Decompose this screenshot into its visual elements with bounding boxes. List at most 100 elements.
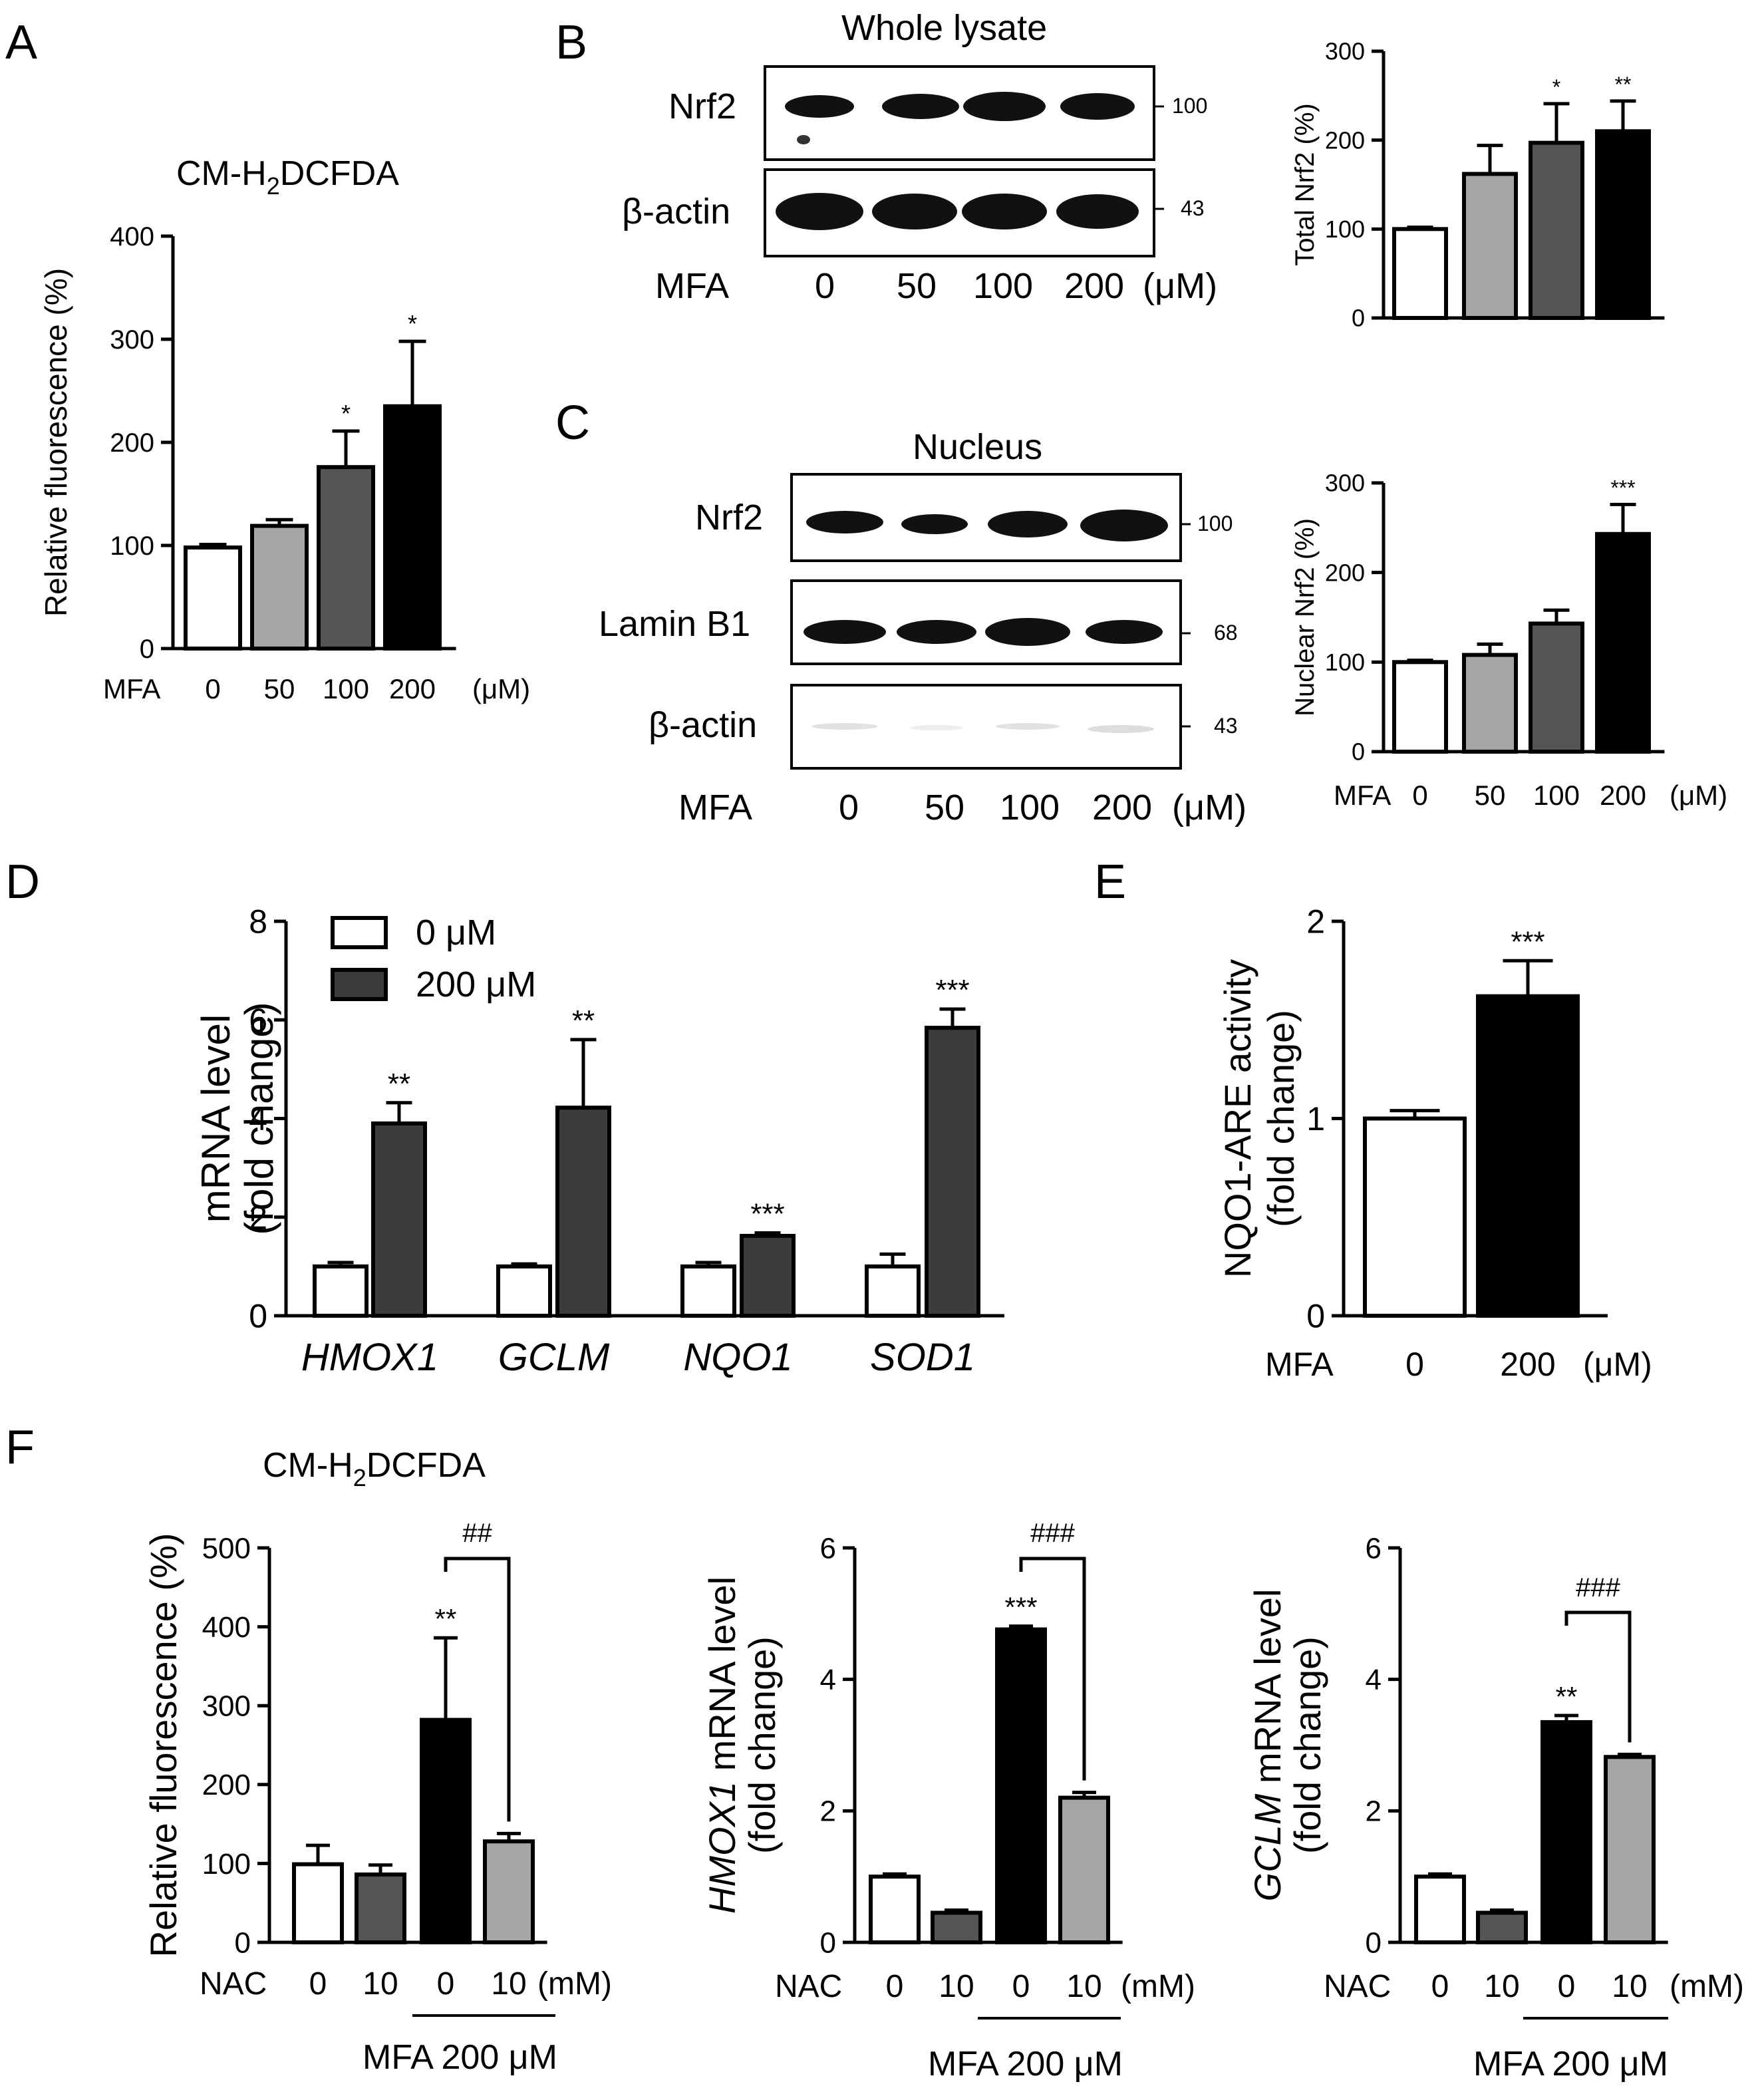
- bracket-label: ##: [462, 1519, 492, 1548]
- bar-2-significance: **: [1556, 1681, 1578, 1712]
- panel-a-title-sub: 2: [267, 172, 280, 200]
- bar-gclm-1: [555, 1106, 611, 1318]
- blot-c-lamin-band-1: [804, 620, 886, 644]
- y-axis-label-italic: GCLM: [1246, 1793, 1288, 1901]
- blot-b-actin-band-3: [962, 194, 1047, 229]
- y-tick-label: 2: [1366, 1795, 1382, 1828]
- y-tick-label: 2: [820, 1795, 836, 1828]
- y-tick-label: 6: [249, 1002, 267, 1039]
- blot-c-actin-band-4: [1088, 725, 1154, 733]
- bar-sod1-1: [925, 1026, 980, 1318]
- blot-b-actin-band-2: [872, 194, 957, 229]
- y-tick-label: 0: [1306, 1298, 1325, 1335]
- blot-b-row-nrf2: Nrf2: [668, 86, 736, 126]
- y-axis-label-line2: (fold change): [1286, 1636, 1328, 1854]
- bar-sod1-0: [865, 1264, 921, 1318]
- bar-0: [1414, 1875, 1466, 1945]
- bar-hmox1-1: [371, 1121, 427, 1318]
- y-tick-label: 200: [1325, 126, 1365, 154]
- x-tick-label: 0: [1405, 1346, 1424, 1383]
- x-tick-label: 10: [1612, 1969, 1647, 2004]
- bar-0: [1363, 1116, 1467, 1318]
- blot-c-lane-0: 0: [839, 788, 859, 827]
- y-tick-label: 4: [249, 1100, 267, 1137]
- y-axis-label: Total Nrf2 (%): [1290, 103, 1320, 266]
- x-tick-label: SOD1: [870, 1336, 975, 1379]
- panel-letter-d: D: [5, 855, 40, 909]
- blot-c-nrf2-box: [790, 473, 1182, 562]
- blot-c-lamin-band-4: [1086, 620, 1163, 644]
- blot-b-actin-band-4: [1056, 194, 1139, 229]
- y-tick-label: 100: [1325, 216, 1365, 243]
- y-tick-label: 300: [1325, 470, 1365, 497]
- x-tick-label: 100: [1533, 780, 1580, 811]
- blot-c-marker-68: 68: [1214, 621, 1238, 645]
- panel-a-title-post: DCFDA: [280, 154, 399, 193]
- blot-c-nrf2-band-4: [1080, 510, 1168, 541]
- blot-b-lane-100: 100: [973, 266, 1033, 306]
- y-tick-label: 4: [820, 1664, 836, 1696]
- legend-label-200um: 200 μM: [416, 965, 536, 1004]
- panel-e-mfa-label: MFA: [1265, 1346, 1334, 1383]
- chart-e: 0 1 2 NQO1-ARE activity (fold change) 0 *** 200: [1217, 903, 1608, 1383]
- y-axis-label: GCLM mRNA level: [1246, 1589, 1288, 1902]
- blot-b-title: Whole lysate: [841, 8, 1047, 48]
- bar-1: [931, 1910, 982, 1944]
- panel-f3-unit: (mM): [1670, 1969, 1744, 2004]
- legend-swatch-200um: [331, 968, 388, 1001]
- blot-b-row-actin: β-actin: [622, 192, 730, 231]
- chart-a: 0 100 200 300 400 Relative fluorescence (%) 0 5…: [39, 222, 456, 704]
- blot-c-lane-200: 200: [1092, 788, 1152, 827]
- bar-0: [1392, 660, 1448, 754]
- bar-hmox1-1-significance: **: [388, 1068, 410, 1100]
- blot-c-lamin-band-3: [985, 618, 1070, 646]
- x-tick-label: 100: [323, 673, 369, 704]
- bar-1: [355, 1873, 406, 1944]
- blot-c-unit: (μM): [1172, 788, 1246, 827]
- blot-b-unit: (μM): [1143, 266, 1217, 306]
- bar-1: [1476, 1910, 1528, 1944]
- bar-2: [1540, 1720, 1592, 1945]
- blot-b-marker-43: 43: [1181, 196, 1205, 220]
- panel-letter-e: E: [1094, 855, 1126, 909]
- x-tick-label: 0: [309, 1966, 327, 2002]
- blot-c-actin-band-3: [996, 723, 1060, 730]
- bar-1: [250, 524, 309, 651]
- panel-f-title: CM-H2DCFDA: [263, 1446, 486, 1491]
- panel-f2-unit: (mM): [1121, 1969, 1195, 2004]
- blot-c-nrf2-band-1: [806, 511, 883, 533]
- x-tick-label: 200: [1500, 1346, 1555, 1383]
- bar-3: [1595, 129, 1651, 321]
- panel-a-title: CM-H2DCFDA: [176, 154, 399, 200]
- x-tick-label: 10: [939, 1969, 974, 2004]
- blot-c-lane-50: 50: [925, 788, 964, 827]
- y-tick-label: 200: [202, 1769, 251, 1801]
- bar-sod1-1-significance: ***: [935, 974, 969, 1006]
- bar-3: [1058, 1795, 1110, 1944]
- y-tick-label: 500: [202, 1532, 251, 1565]
- blot-b-nrf2-band-4: [1060, 93, 1135, 120]
- y-tick-label: 8: [249, 903, 267, 941]
- panel-e-unit: (μM): [1583, 1346, 1652, 1383]
- chart-f3: 0 2 4 6 GCLM mRNA level(fold change) 0 10 ** 0 10…: [1246, 1532, 1668, 2004]
- bar-3-significance: *: [408, 310, 417, 337]
- chart-f2: 0 2 4 6 HMOX1 mRNA level(fold change) 0 10 *** 0…: [701, 1519, 1123, 2004]
- legend-swatch-0um: [331, 916, 388, 949]
- bar-1: [1476, 994, 1580, 1318]
- bar-1-significance: ***: [1511, 925, 1544, 958]
- y-tick-label: 6: [820, 1532, 836, 1565]
- bar-2-significance: **: [435, 1603, 457, 1634]
- blot-b-mfa-label: MFA: [655, 266, 729, 306]
- x-tick-label: 0: [1558, 1969, 1576, 2004]
- y-axis-label: NQO1-ARE activity: [1217, 959, 1258, 1278]
- panel-f-title-pre: CM-H: [263, 1446, 353, 1485]
- y-tick-label: 4: [1366, 1664, 1382, 1696]
- y-axis-label-text: mRNA level: [1246, 1589, 1288, 1794]
- bar-2: [1529, 621, 1584, 754]
- blot-c-actin-band-2: [910, 725, 963, 730]
- bar-3: [383, 404, 442, 651]
- bar-gclm-0: [496, 1264, 552, 1318]
- blot-b-nrf2-band-2: [882, 94, 959, 119]
